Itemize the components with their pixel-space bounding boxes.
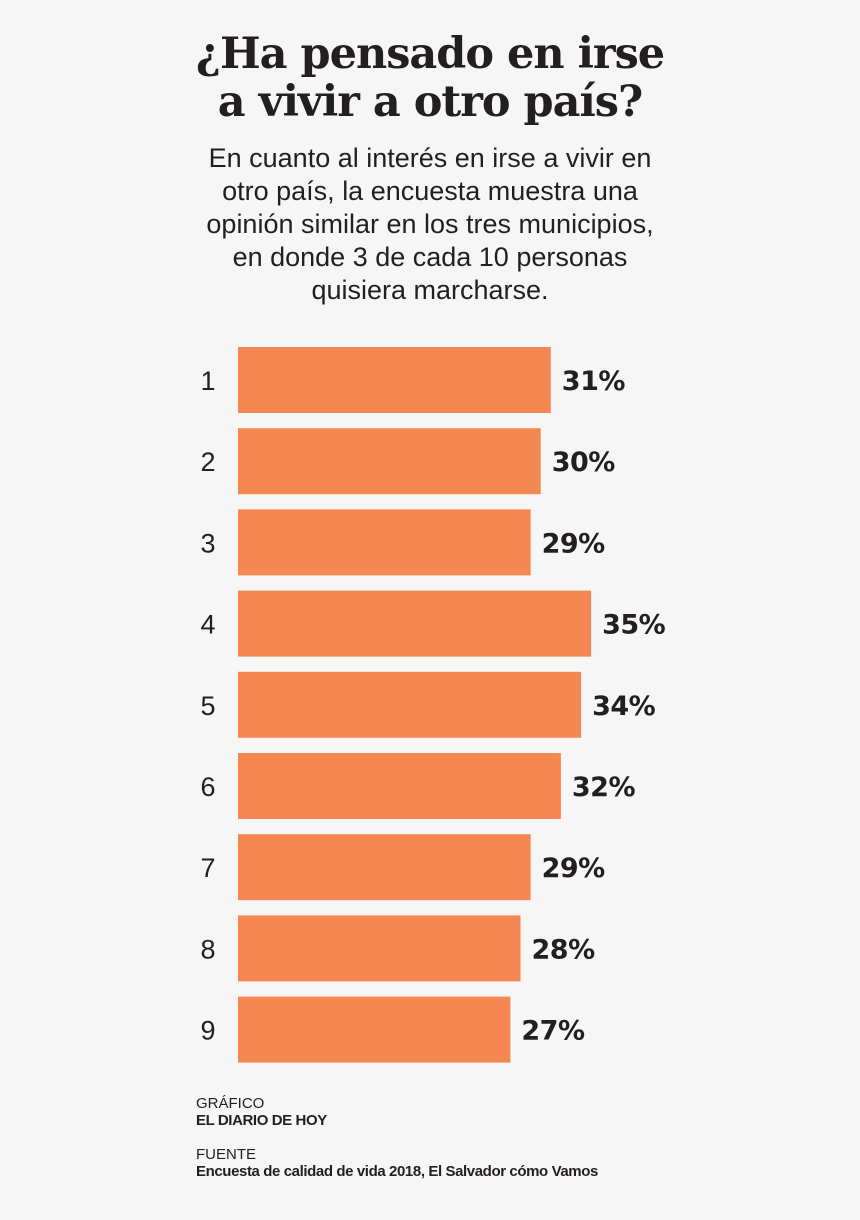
bar-2 (238, 428, 541, 495)
bar-1 (238, 347, 551, 413)
category-label-8: 8 (200, 934, 215, 964)
category-label-1: 1 (200, 366, 215, 396)
subtitle-line-5: quisiera marcharse. (311, 275, 549, 305)
category-label-4: 4 (200, 610, 215, 640)
value-label-9: 27% (521, 1016, 585, 1047)
bar-9 (238, 996, 511, 1063)
value-label-2: 30% (552, 447, 616, 478)
value-label-1: 31% (562, 366, 626, 397)
value-label-4: 35% (602, 610, 666, 641)
subtitle-line-1: En cuanto al interés en irse a vivir en (208, 143, 652, 173)
chart-title-line-1: ¿Ha pensado en irse (195, 29, 665, 79)
category-label-9: 9 (200, 1016, 215, 1046)
subtitle-line-2: otro país, la encuesta muestra una (222, 176, 638, 206)
chart-title: ¿Ha pensado en irse a vivir a otro país? (0, 30, 860, 126)
value-label-6: 32% (572, 772, 636, 803)
bar-8 (238, 915, 521, 982)
source-credit: Encuesta de calidad de vida 2018, El Sal… (196, 1163, 598, 1180)
graphic-label: GRÁFICO (196, 1095, 265, 1112)
category-label-3: 3 (200, 528, 215, 558)
chart-title-line-2: a vivir a otro país? (217, 77, 643, 127)
value-label-5: 34% (592, 691, 656, 722)
credits: GRÁFICO EL DIARIO DE HOY FUENTE Encuesta… (196, 1095, 598, 1180)
value-label-7: 29% (542, 853, 606, 884)
graphic-credit: EL DIARIO DE HOY (196, 1112, 327, 1129)
category-label-5: 5 (200, 691, 215, 721)
chart-subtitle: En cuanto al interés en irse a vivir en … (0, 142, 860, 307)
subtitle-line-4: en donde 3 de cada 10 personas (232, 242, 628, 272)
bar-7 (238, 834, 531, 901)
value-label-3: 29% (542, 528, 606, 559)
category-label-7: 7 (200, 853, 215, 883)
value-label-8: 28% (532, 934, 596, 965)
category-label-6: 6 (200, 772, 215, 802)
bar-6 (238, 753, 561, 819)
category-label-2: 2 (200, 447, 215, 477)
bar-5 (238, 671, 582, 738)
bar-4 (238, 590, 592, 657)
bar-3 (238, 509, 531, 576)
source-label: FUENTE (196, 1146, 256, 1163)
subtitle-line-3: opinión similar en los tres municipios, (206, 209, 654, 239)
